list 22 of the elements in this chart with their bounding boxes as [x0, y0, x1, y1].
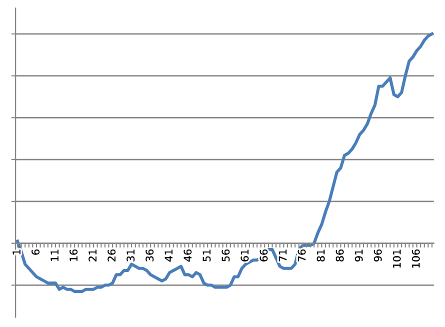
x-tick-label: 106	[412, 250, 420, 268]
x-tick-label: 46	[184, 250, 192, 262]
x-tick-label: 86	[336, 250, 344, 262]
x-tick-label: 81	[316, 250, 325, 262]
x-tick-label: 36	[146, 250, 154, 262]
x-tick-label: 61	[240, 250, 249, 262]
x-tick-label: 11	[50, 250, 58, 261]
x-tick-label: 6	[32, 249, 40, 255]
x-tick-label: 101	[392, 250, 401, 268]
x-tick-label: 91	[354, 250, 363, 262]
x-tick-label: 56	[222, 250, 230, 262]
x-tick-label: 51	[202, 250, 211, 262]
x-tick-label: 16	[70, 250, 78, 261]
x-tick-label: 1	[12, 250, 20, 254]
x-tick-label: 76	[298, 250, 306, 262]
x-tick-label: 71	[278, 250, 287, 262]
x-tick-label: 26	[108, 250, 116, 262]
x-tick-label: 66	[260, 250, 268, 262]
x-tick-label: 21	[88, 250, 96, 262]
x-tick-label: 31	[126, 250, 135, 262]
x-tick-label: 96	[374, 250, 382, 262]
x-tick-label: 41	[164, 250, 172, 262]
